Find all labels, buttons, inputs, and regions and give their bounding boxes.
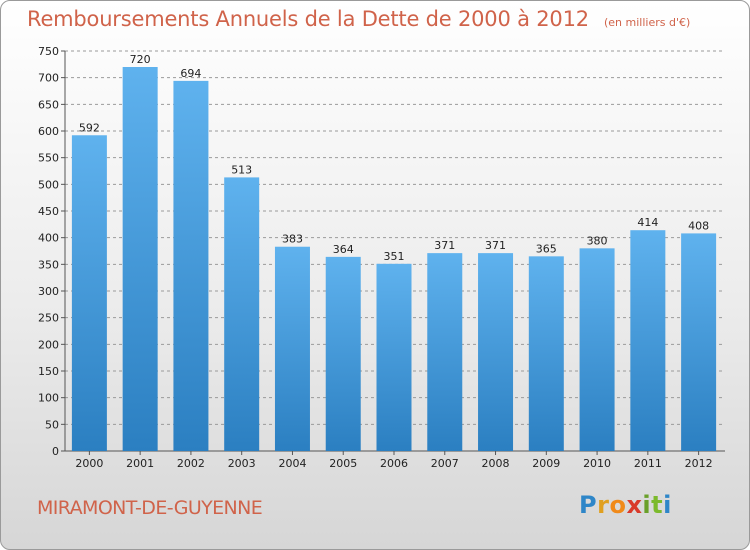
bar bbox=[274, 246, 310, 451]
bar bbox=[224, 177, 260, 451]
x-tick-label: 2005 bbox=[329, 457, 357, 470]
data-label: 383 bbox=[282, 233, 303, 246]
y-tick-label: 550 bbox=[38, 152, 59, 165]
y-tick-label: 300 bbox=[38, 285, 59, 298]
x-tick-label: 2007 bbox=[431, 457, 459, 470]
bar bbox=[528, 256, 564, 451]
data-label: 364 bbox=[333, 243, 354, 256]
data-label: 371 bbox=[485, 239, 506, 252]
y-tick-label: 50 bbox=[45, 418, 59, 431]
brand-letter: P bbox=[579, 491, 598, 519]
bar bbox=[681, 233, 717, 451]
y-tick-label: 200 bbox=[38, 338, 59, 351]
y-tick-label: 500 bbox=[38, 178, 59, 191]
y-tick-label: 150 bbox=[38, 365, 59, 378]
x-tick-label: 2008 bbox=[482, 457, 510, 470]
y-tick-label: 0 bbox=[52, 445, 59, 458]
y-tick-label: 650 bbox=[38, 98, 59, 111]
x-tick-label: 2002 bbox=[177, 457, 205, 470]
bar bbox=[173, 80, 209, 451]
bar bbox=[122, 67, 158, 451]
bar bbox=[376, 263, 412, 451]
data-label: 513 bbox=[231, 163, 252, 176]
data-label: 365 bbox=[536, 242, 557, 255]
data-label: 414 bbox=[637, 216, 658, 229]
data-label: 371 bbox=[434, 239, 455, 252]
data-label: 694 bbox=[180, 67, 201, 80]
y-tick-label: 100 bbox=[38, 392, 59, 405]
data-label: 720 bbox=[130, 53, 151, 66]
y-tick-label: 750 bbox=[38, 45, 59, 58]
data-label: 408 bbox=[688, 219, 709, 232]
city-name: MIRAMONT-DE-GUYENNE bbox=[37, 497, 263, 519]
brand-letter: o bbox=[609, 491, 627, 519]
y-tick-label: 350 bbox=[38, 258, 59, 271]
x-tick-label: 2001 bbox=[126, 457, 154, 470]
x-tick-label: 2010 bbox=[583, 457, 611, 470]
bar bbox=[478, 253, 514, 451]
brand-letter: r bbox=[597, 491, 610, 519]
x-tick-label: 2000 bbox=[75, 457, 103, 470]
x-tick-label: 2012 bbox=[685, 457, 713, 470]
brand-letter: i bbox=[642, 491, 652, 519]
data-label: 380 bbox=[587, 234, 608, 247]
y-tick-label: 450 bbox=[38, 205, 59, 218]
x-tick-label: 2004 bbox=[278, 457, 306, 470]
y-tick-label: 600 bbox=[38, 125, 59, 138]
chart-title: Remboursements Annuels de la Dette de 20… bbox=[27, 7, 589, 31]
bar bbox=[630, 230, 666, 451]
x-tick-label: 2011 bbox=[634, 457, 662, 470]
title-row: Remboursements Annuels de la Dette de 20… bbox=[27, 7, 690, 31]
brand-letter: t bbox=[651, 491, 664, 519]
data-label: 351 bbox=[384, 250, 405, 263]
x-tick-label: 2009 bbox=[532, 457, 560, 470]
bar bbox=[427, 253, 463, 451]
y-tick-label: 400 bbox=[38, 232, 59, 245]
x-tick-label: 2003 bbox=[228, 457, 256, 470]
chart-subtitle: (en milliers d'€) bbox=[604, 16, 691, 29]
bar bbox=[71, 135, 107, 451]
brand-letter: x bbox=[626, 491, 643, 519]
brand-logo: Proxiti bbox=[579, 491, 672, 519]
y-tick-label: 250 bbox=[38, 312, 59, 325]
brand-letter: i bbox=[663, 491, 672, 519]
data-label: 592 bbox=[79, 121, 100, 134]
bar bbox=[325, 256, 361, 451]
y-tick-label: 700 bbox=[38, 72, 59, 85]
bar bbox=[579, 248, 615, 451]
x-tick-label: 2006 bbox=[380, 457, 408, 470]
